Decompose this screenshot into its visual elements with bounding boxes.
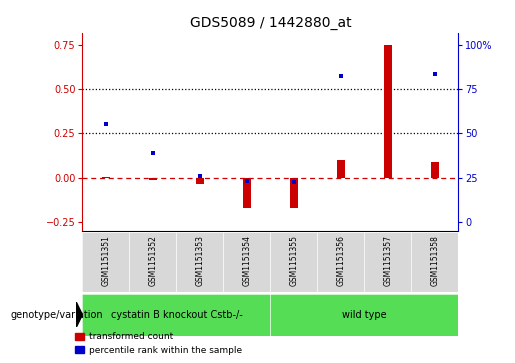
Text: GSM1151358: GSM1151358 xyxy=(431,235,439,286)
Text: wild type: wild type xyxy=(342,310,387,320)
Text: GSM1151356: GSM1151356 xyxy=(336,235,346,286)
Text: GSM1151354: GSM1151354 xyxy=(243,235,251,286)
Bar xyxy=(101,177,110,178)
Point xyxy=(431,71,439,77)
Point xyxy=(384,0,392,5)
Bar xyxy=(196,178,204,184)
Point xyxy=(196,173,204,179)
Point xyxy=(337,73,345,79)
Bar xyxy=(243,178,251,208)
Text: GSM1151352: GSM1151352 xyxy=(148,235,158,286)
Bar xyxy=(431,162,439,178)
Text: genotype/variation: genotype/variation xyxy=(10,310,103,320)
Bar xyxy=(289,178,298,208)
Point xyxy=(290,179,298,185)
Legend: transformed count, percentile rank within the sample: transformed count, percentile rank withi… xyxy=(72,329,245,359)
Bar xyxy=(149,178,157,180)
Text: GSM1151355: GSM1151355 xyxy=(289,235,298,286)
Point xyxy=(102,121,110,127)
Text: GSM1151357: GSM1151357 xyxy=(383,235,392,286)
Polygon shape xyxy=(76,302,82,327)
Point xyxy=(149,150,157,156)
Bar xyxy=(337,160,345,178)
Text: GSM1151351: GSM1151351 xyxy=(101,235,110,286)
Bar xyxy=(384,45,392,178)
Point xyxy=(243,178,251,184)
Title: GDS5089 / 1442880_at: GDS5089 / 1442880_at xyxy=(190,16,351,30)
Text: cystatin B knockout Cstb-/-: cystatin B knockout Cstb-/- xyxy=(111,310,242,320)
Text: GSM1151353: GSM1151353 xyxy=(195,235,204,286)
